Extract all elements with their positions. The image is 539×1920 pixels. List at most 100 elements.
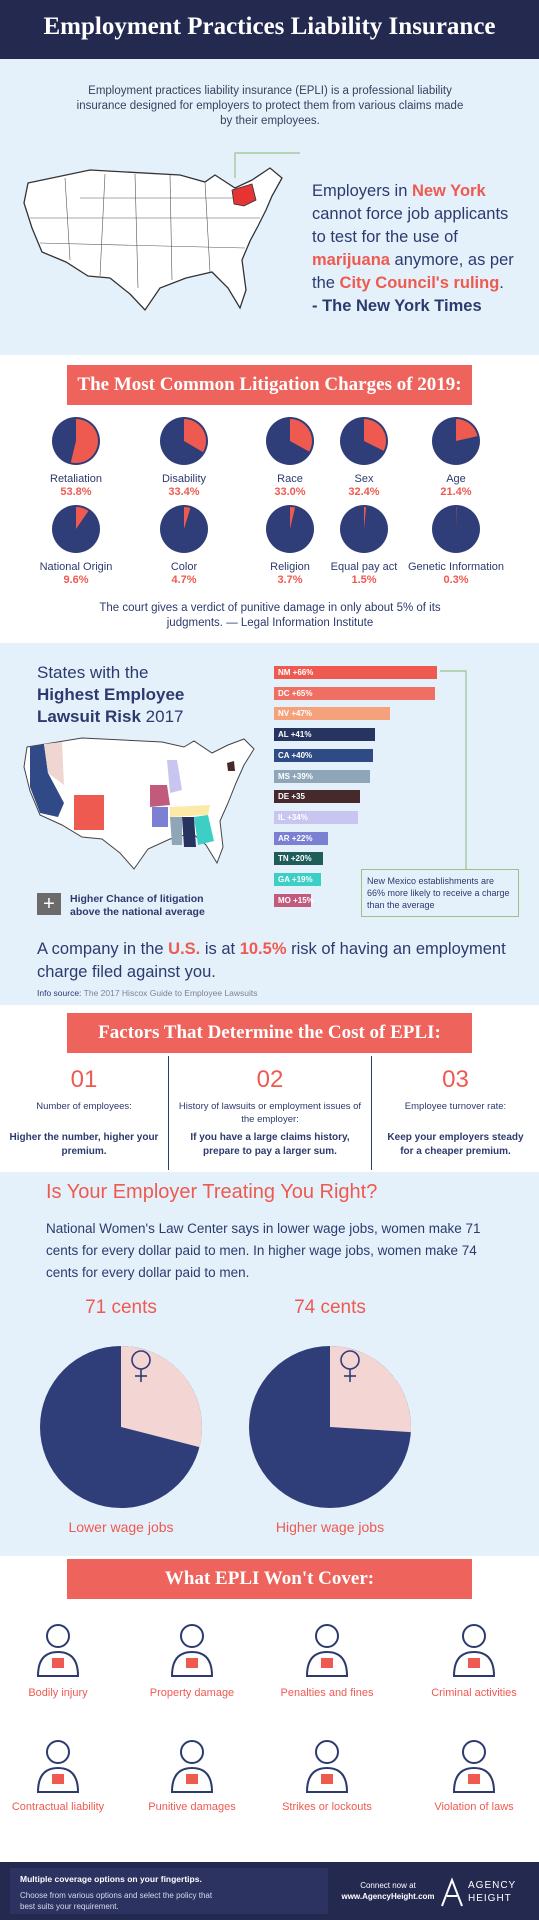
pie-slice bbox=[70, 419, 98, 463]
factor-label: Employee turnover rate: bbox=[404, 1101, 507, 1112]
exclusions-title: What EPLI Won't Cover: bbox=[67, 1559, 472, 1599]
icon-part bbox=[36, 1766, 80, 1793]
risk-bar-label: NV +47% bbox=[278, 709, 313, 719]
pie-slice bbox=[184, 419, 206, 453]
quote-text: anymore, as per the bbox=[312, 251, 514, 292]
risk-map-outline bbox=[23, 737, 255, 870]
risk-bar-label: DC +65% bbox=[278, 688, 313, 698]
state-nm bbox=[74, 795, 104, 830]
exclusion-icon bbox=[452, 1624, 496, 1677]
exclusion-label: Contractual liability bbox=[11, 1801, 105, 1813]
charge-value: 33.0% bbox=[274, 486, 306, 498]
exclusion-label: Property damage bbox=[149, 1687, 235, 1699]
women-text: National Women's Law Center says in lowe… bbox=[46, 1221, 481, 1280]
footer-connect: Connect now at bbox=[360, 1881, 416, 1890]
risk-bar bbox=[274, 748, 373, 762]
exclusion-icon bbox=[36, 1624, 80, 1677]
footer: Multiple coverage options on your finger… bbox=[0, 1862, 539, 1920]
pie-slice bbox=[364, 507, 367, 529]
divider bbox=[168, 1056, 169, 1170]
pie-slice bbox=[184, 507, 191, 529]
icon-accent bbox=[186, 1774, 198, 1784]
charge-value: 4.7% bbox=[171, 574, 197, 586]
charge-value: 1.5% bbox=[351, 574, 377, 586]
risk-bar-label: TN +20% bbox=[278, 854, 312, 864]
source-label: Info source: bbox=[37, 988, 82, 998]
risk-bar bbox=[274, 790, 361, 804]
state-lines bbox=[30, 173, 260, 289]
factor-number: 01 bbox=[70, 1066, 98, 1093]
risk-bar bbox=[274, 810, 358, 824]
quote-highlight: New York bbox=[411, 182, 486, 200]
info-source: Info source: The 2017 Hiscox Guide to Em… bbox=[37, 988, 258, 998]
header: Employment Practices Liability Insurance bbox=[0, 0, 539, 59]
exclusion-icon bbox=[305, 1740, 349, 1793]
icon-accent bbox=[468, 1658, 480, 1668]
state-tn bbox=[170, 805, 210, 817]
callout: New Mexico establishments are 66% more l… bbox=[361, 869, 519, 917]
risk-text: risk of having an employment charge file… bbox=[37, 940, 506, 981]
icon-part bbox=[315, 1740, 339, 1764]
us-outline bbox=[23, 167, 283, 312]
factor-advice: Keep your employers steady for a cheaper… bbox=[387, 1132, 524, 1157]
icon-accent bbox=[52, 1774, 64, 1784]
exclusion-label: Criminal activities bbox=[431, 1687, 517, 1699]
icon-part bbox=[462, 1624, 486, 1648]
charge-label: Disability bbox=[161, 473, 206, 485]
icon-part bbox=[452, 1766, 496, 1793]
logo-mark bbox=[441, 1877, 463, 1907]
risk-bar bbox=[274, 686, 435, 700]
callout-line bbox=[440, 670, 467, 870]
brand-top: AGENCY bbox=[468, 1880, 517, 1891]
risk-sentence: A company in the U.S. is at 10.5% risk o… bbox=[37, 938, 507, 984]
state-ga bbox=[194, 815, 214, 845]
quote: Employers in New York cannot force job a… bbox=[312, 180, 524, 318]
risk-text: is at bbox=[200, 940, 240, 958]
charge-label: Race bbox=[277, 473, 303, 485]
risk-map bbox=[23, 737, 255, 870]
pie-slice bbox=[330, 1346, 411, 1433]
wage-pie bbox=[249, 1346, 411, 1508]
risk-bar-label: IL +34% bbox=[278, 812, 308, 822]
pie-slice bbox=[456, 419, 478, 441]
source-text: The 2017 Hiscox Guide to Employee Lawsui… bbox=[83, 988, 258, 998]
charge-label: Equal pay act bbox=[330, 561, 398, 573]
risk-bar bbox=[274, 831, 329, 845]
factor-label: Number of employees: bbox=[36, 1101, 132, 1112]
charge-label: Age bbox=[446, 473, 466, 485]
charge-pie bbox=[340, 417, 388, 465]
risk-bar-label: AR +22% bbox=[278, 833, 313, 843]
states-title-line: States with the bbox=[37, 663, 149, 682]
litigation-note: The court gives a verdict of punitive da… bbox=[99, 602, 441, 629]
us-map bbox=[23, 152, 300, 312]
risk-bar-label: GA +19% bbox=[278, 875, 313, 884]
footer-box bbox=[10, 1868, 328, 1914]
charge-pie bbox=[340, 505, 388, 553]
risk-bar-label: CA +40% bbox=[278, 750, 313, 760]
states-title-line: Highest Employee bbox=[37, 685, 185, 704]
footer-headline: Multiple coverage options on your finger… bbox=[20, 1874, 202, 1884]
exclusion-icon bbox=[170, 1740, 214, 1793]
state-de bbox=[227, 761, 235, 771]
charge-pie bbox=[432, 417, 480, 465]
pointer-line bbox=[234, 152, 300, 178]
risk-bar-label: MO +15% bbox=[278, 895, 314, 905]
risk-text: A company in the bbox=[37, 940, 169, 958]
exclusion-label: Violation of laws bbox=[434, 1801, 514, 1813]
state-il bbox=[167, 760, 182, 793]
exclusion-label: Punitive damages bbox=[148, 1801, 236, 1813]
header-title: Employment Practices Liability Insurance bbox=[43, 13, 496, 40]
charge-pie bbox=[266, 417, 314, 465]
icon-part bbox=[180, 1740, 204, 1764]
charge-pie bbox=[52, 417, 100, 465]
risk-bar bbox=[274, 873, 321, 886]
charge-value: 53.8% bbox=[60, 486, 92, 498]
icon-accent bbox=[186, 1658, 198, 1668]
icon-part bbox=[46, 1740, 70, 1764]
charge-label: Sex bbox=[354, 473, 374, 485]
risk-highlight: 10.5% bbox=[239, 940, 287, 958]
factor-label: History of lawsuits or employment issues… bbox=[178, 1101, 362, 1125]
risk-bar-label: DE +35 bbox=[278, 792, 305, 802]
icon-part bbox=[46, 1624, 70, 1648]
quote-text: Employers in bbox=[312, 182, 412, 200]
